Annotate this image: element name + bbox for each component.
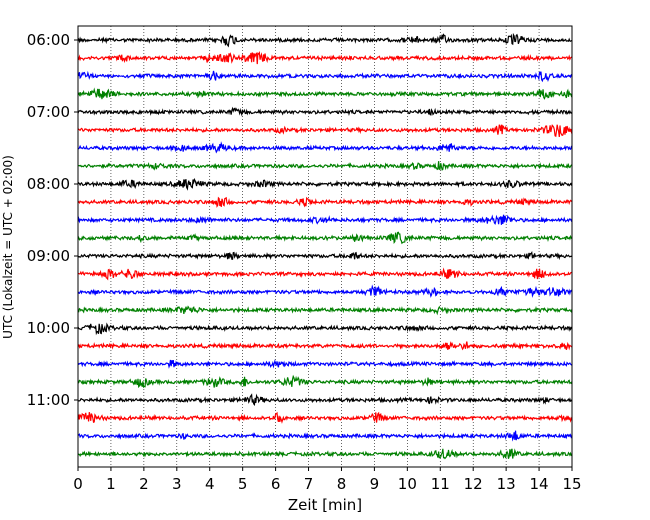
x-tick-label: 13 [497,475,516,493]
trace-line [77,251,573,261]
trace-line [77,177,573,191]
trace-line [77,32,573,48]
trace-line [77,411,573,424]
x-tick-label: 3 [172,475,182,493]
x-tick-label: 6 [271,475,281,493]
trace-line [77,141,573,154]
x-tick-label: 15 [562,475,581,493]
x-axis-ticks: 0 1 2 3 4 5 6 7 8 9 10 11 12 13 14 15 [73,467,582,493]
y-tick-label: 10:00 [27,319,70,337]
trace-line [77,305,573,316]
y-tick-label: 06:00 [27,31,70,49]
trace-line [77,322,573,336]
x-tick-label: 14 [530,475,549,493]
trace-line [77,106,573,117]
y-axis-ticks: 06:00 07:00 08:00 09:00 10:00 11:00 [27,31,78,409]
trace-line [77,267,573,281]
trace-line [77,231,573,245]
y-tick-label: 07:00 [27,103,70,121]
trace-line [77,87,573,100]
trace-line [77,284,573,298]
trace-line [77,124,573,138]
x-tick-label: 4 [205,475,215,493]
x-tick-label: 2 [139,475,149,493]
trace-line [77,196,573,208]
plot-frame [77,25,573,468]
x-tick-label: 12 [464,475,483,493]
trace-line [77,359,573,369]
y-tick-label: 09:00 [27,247,70,265]
x-tick-label: 0 [73,475,83,493]
trace-line [77,341,573,351]
x-tick-label: 7 [304,475,314,493]
x-tick-label: 8 [337,475,347,493]
y-axis-label: UTC (Lokalzeit = UTC + 02:00) [1,155,15,339]
x-tick-label: 10 [398,475,417,493]
trace-line [77,448,573,460]
trace-line [77,70,573,83]
y-tick-label: 11:00 [27,391,70,409]
trace-line [77,374,573,389]
trace-line [77,161,573,171]
x-tick-label: 9 [370,475,380,493]
x-tick-label: 1 [106,475,116,493]
trace-line [77,393,573,406]
x-tick-label: 11 [431,475,450,493]
trace-line [77,430,573,442]
trace-line [77,214,573,226]
y-tick-label: 08:00 [27,175,70,193]
x-axis-label: Zeit [min] [288,496,362,514]
trace-line [77,51,573,65]
trace-lines [77,32,573,460]
x-tick-label: 5 [238,475,248,493]
